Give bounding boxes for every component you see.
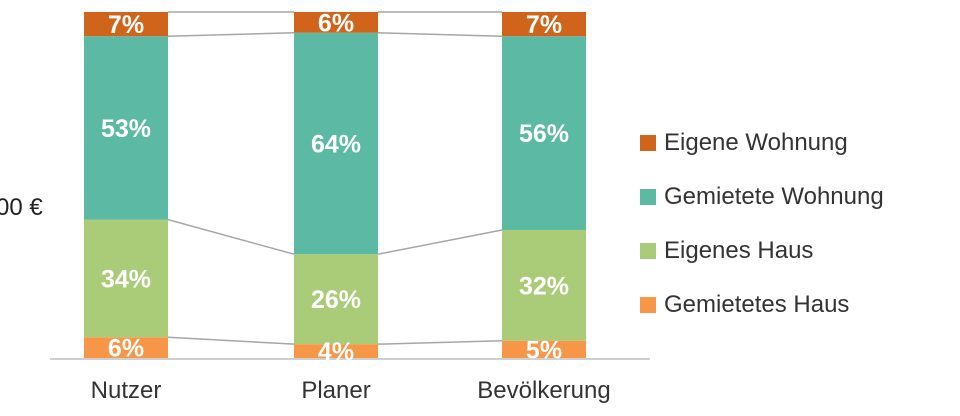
bar-segment — [84, 337, 168, 358]
data-label: 6% — [318, 9, 354, 37]
bar-segment — [294, 32, 378, 255]
bar-segment — [294, 12, 378, 33]
x-tick-label: Nutzer — [91, 377, 162, 404]
data-label: 5% — [526, 336, 562, 364]
data-label: 53% — [101, 115, 151, 143]
legend-swatch — [640, 135, 656, 151]
legend-label: Gemietetes Haus — [664, 291, 850, 318]
bar-segment — [502, 229, 586, 341]
bar-segment — [84, 12, 168, 37]
bar-segment — [294, 344, 378, 358]
legend-item: Eigene Wohnung — [640, 116, 884, 170]
data-label: 6% — [108, 335, 144, 363]
x-tick-labels: Nutzer Planer Bevölkerung — [91, 377, 611, 404]
data-label: 4% — [318, 338, 354, 366]
clipped-axis-text: 00 € — [0, 194, 43, 221]
legend-swatch — [640, 189, 656, 205]
bar-segment — [502, 12, 586, 37]
data-label: 7% — [526, 11, 562, 39]
data-label: 7% — [108, 11, 144, 39]
series-line — [377, 32, 503, 37]
bars — [84, 12, 586, 358]
data-label: 34% — [101, 265, 151, 293]
legend-swatch — [640, 243, 656, 259]
legend-swatch — [640, 297, 656, 313]
legend-item: Eigenes Haus — [640, 224, 884, 278]
series-line — [377, 339, 503, 345]
legend-item: Gemietetes Haus — [640, 278, 884, 332]
series-lines — [167, 11, 503, 345]
bar-segment — [84, 36, 168, 220]
data-labels: 6% 34% 53% 7% 4% 26% 64% 6% 5% 32% 56% 7% — [101, 9, 569, 366]
legend-item: Gemietete Wohnung — [640, 170, 884, 224]
legend: Eigene Wohnung Gemietete Wohnung Eigenes H… — [640, 116, 884, 332]
legend-label: Gemietete Wohnung — [664, 183, 884, 210]
bar-segment — [84, 219, 168, 338]
series-line — [167, 218, 295, 255]
legend-label: Eigenes Haus — [664, 237, 814, 264]
bar-segment — [502, 340, 586, 358]
legend-label: Eigene Wohnung — [664, 129, 848, 156]
data-label: 56% — [519, 120, 569, 148]
bar-segment — [502, 36, 586, 230]
x-tick-label: Bevölkerung — [477, 377, 610, 404]
bar-segment — [294, 254, 378, 345]
data-label: 32% — [519, 272, 569, 300]
data-label: 64% — [311, 130, 361, 158]
series-line — [377, 229, 503, 255]
series-line — [167, 336, 295, 345]
series-line — [167, 32, 295, 37]
x-tick-label: Planer — [301, 377, 370, 404]
data-label: 26% — [311, 286, 361, 314]
